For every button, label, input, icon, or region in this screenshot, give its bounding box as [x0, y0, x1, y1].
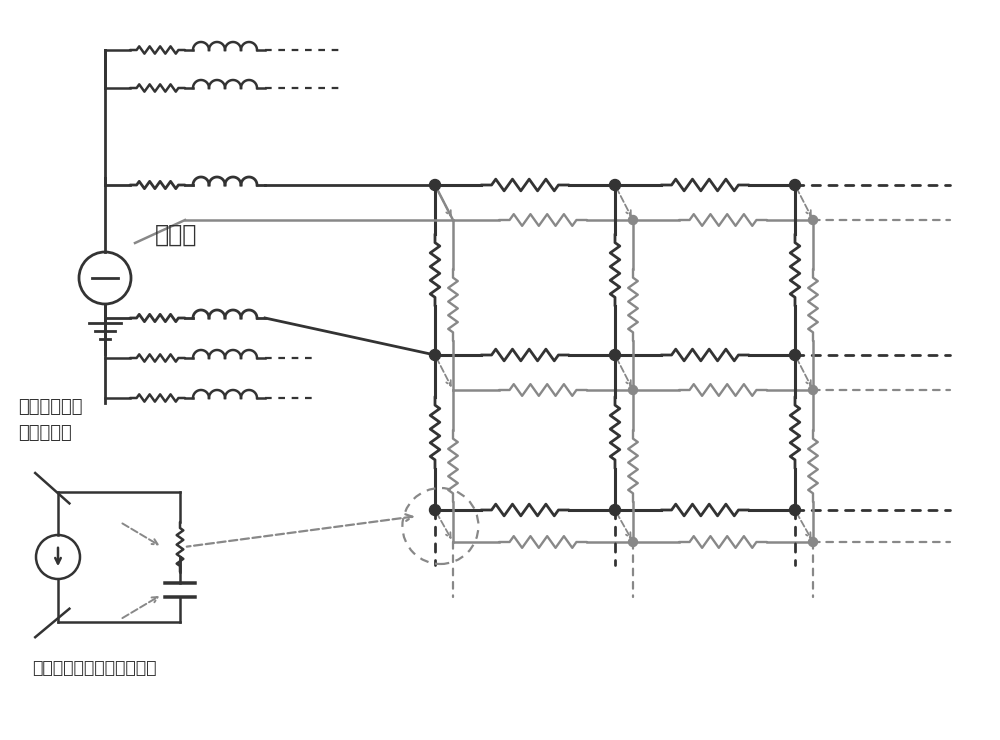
Circle shape [790, 349, 800, 360]
Text: 将单元开关建
模为电流源: 将单元开关建 模为电流源 [18, 398, 83, 443]
Circle shape [790, 505, 800, 516]
Circle shape [809, 215, 818, 224]
Circle shape [809, 537, 818, 547]
Circle shape [430, 505, 440, 516]
Circle shape [629, 215, 638, 224]
Circle shape [610, 180, 620, 190]
Circle shape [629, 537, 638, 547]
Circle shape [809, 386, 818, 394]
Circle shape [790, 180, 800, 190]
Circle shape [430, 180, 440, 190]
Circle shape [610, 349, 620, 360]
Text: 供电源: 供电源 [155, 223, 197, 247]
Circle shape [430, 349, 440, 360]
Circle shape [629, 386, 638, 394]
Circle shape [610, 505, 620, 516]
Text: 考虑电容效应的电流源模型: 考虑电容效应的电流源模型 [32, 659, 157, 677]
